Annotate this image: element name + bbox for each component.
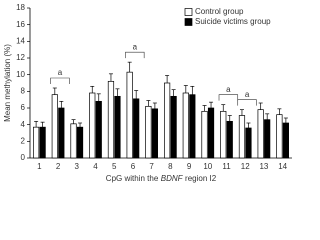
bar xyxy=(264,119,271,159)
error-bar xyxy=(146,100,151,107)
error-bar xyxy=(34,120,39,128)
error-bar xyxy=(283,117,288,123)
error-bar xyxy=(239,109,244,116)
bar xyxy=(151,108,158,159)
bar xyxy=(70,123,77,159)
y-tick-label: 4 xyxy=(21,120,26,129)
error-bar xyxy=(40,121,45,128)
x-tick-label: 11 xyxy=(222,162,231,171)
legend-label: Suicide victims group xyxy=(195,17,271,26)
bar xyxy=(33,126,40,159)
error-bar xyxy=(71,119,76,124)
error-bar xyxy=(115,88,120,97)
bar xyxy=(76,126,84,159)
x-tick-label: 6 xyxy=(131,162,136,171)
error-bar xyxy=(152,102,157,109)
error-bar xyxy=(127,61,132,73)
error-bar xyxy=(277,108,282,115)
y-tick-label: 18 xyxy=(16,3,25,12)
y-axis-label: Mean methylation (%) xyxy=(3,44,12,122)
x-label-part: region I2 xyxy=(185,174,217,183)
x-label-part: CpG within the xyxy=(106,174,159,183)
error-bar xyxy=(165,75,170,83)
x-tick-label: 4 xyxy=(93,162,98,171)
significance-bracket xyxy=(50,77,70,84)
error-bar xyxy=(227,115,232,122)
error-bar xyxy=(78,122,83,128)
error-bar xyxy=(90,85,95,93)
error-bar xyxy=(190,85,195,95)
error-bar xyxy=(246,122,251,128)
x-tick-label: 13 xyxy=(259,162,268,171)
y-tick-label: 6 xyxy=(21,103,26,112)
legend-swatch xyxy=(184,8,193,16)
x-tick-label: 2 xyxy=(56,162,61,171)
x-axis-label: CpG within the BDNF region I2 xyxy=(106,174,217,183)
error-bar xyxy=(171,89,176,97)
bar xyxy=(282,122,289,159)
bar xyxy=(207,107,215,159)
bar xyxy=(245,127,252,159)
bar xyxy=(220,110,227,159)
error-bar xyxy=(108,73,113,82)
annotation: a xyxy=(58,68,63,77)
error-bar xyxy=(202,105,207,112)
x-tick-label: 8 xyxy=(168,162,173,171)
error-bar xyxy=(183,85,188,93)
y-tick-label: 0 xyxy=(21,153,26,162)
x-tick-label: 5 xyxy=(112,162,117,171)
error-bar xyxy=(96,93,101,102)
bar xyxy=(189,94,196,159)
annotation: a xyxy=(133,42,138,51)
legend-swatch xyxy=(184,18,193,26)
error-bar xyxy=(52,87,57,95)
x-tick-label: 9 xyxy=(187,162,192,171)
bar xyxy=(164,82,171,159)
x-tick-label: 12 xyxy=(241,162,250,171)
bar xyxy=(89,92,96,159)
bar xyxy=(226,120,233,159)
bar xyxy=(238,115,246,159)
bar xyxy=(170,95,177,159)
x-tick-label: 14 xyxy=(278,162,287,171)
bar xyxy=(95,100,102,159)
error-bar xyxy=(258,102,263,110)
legend-label: Control group xyxy=(195,7,244,16)
significance-bracket xyxy=(125,51,145,59)
y-tick-label: 14 xyxy=(16,36,25,45)
x-tick-label: 3 xyxy=(75,162,80,171)
bar xyxy=(114,95,121,159)
significance-bracket xyxy=(237,99,257,106)
y-tick-label: 16 xyxy=(16,20,25,29)
x-label-part: BDNF xyxy=(161,174,184,183)
error-bar xyxy=(134,90,139,99)
x-tick-label: 7 xyxy=(149,162,154,171)
bar xyxy=(51,94,58,159)
bar xyxy=(39,126,46,159)
significance-bracket xyxy=(218,94,239,101)
bar xyxy=(133,98,140,159)
annotation: a xyxy=(226,85,231,94)
x-tick-label: 10 xyxy=(203,162,212,171)
y-tick-label: 12 xyxy=(16,53,25,62)
bar xyxy=(201,110,208,159)
error-bar xyxy=(59,100,64,108)
bar xyxy=(58,107,65,159)
y-tick-label: 2 xyxy=(21,136,26,145)
bar xyxy=(257,109,264,159)
y-tick-label: 10 xyxy=(16,70,25,79)
x-tick-label: 1 xyxy=(37,162,42,171)
bar xyxy=(126,71,133,159)
bar xyxy=(276,114,283,159)
bar xyxy=(145,105,152,159)
annotation: a xyxy=(245,90,250,99)
error-bar xyxy=(265,113,270,120)
error-bar xyxy=(209,101,214,108)
bar xyxy=(107,80,115,159)
y-tick-label: 8 xyxy=(21,86,26,95)
error-bar xyxy=(221,104,226,112)
bar xyxy=(182,92,189,159)
